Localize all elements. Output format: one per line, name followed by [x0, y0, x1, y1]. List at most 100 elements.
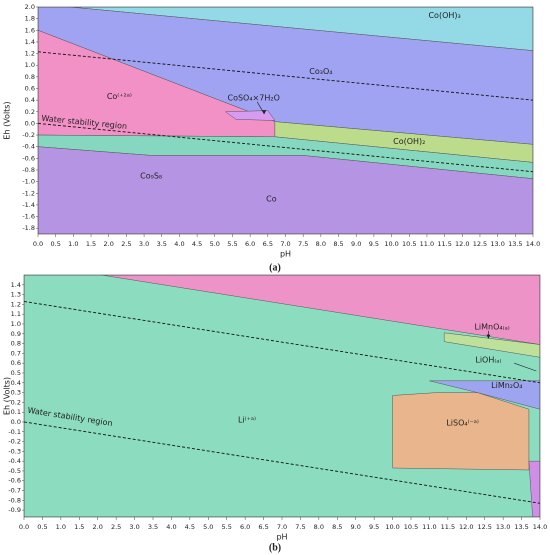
- x-tick-label: 2.5: [111, 523, 121, 531]
- region: [274, 121, 533, 163]
- x-tick-label: 4.0: [166, 523, 176, 531]
- y-tick-label: -0.4: [22, 143, 35, 151]
- x-tick-label: 12.0: [455, 240, 469, 248]
- y-tick-label: -0.5: [8, 467, 21, 475]
- x-tick-label: 2.0: [104, 240, 114, 248]
- x-axis-label: pH: [276, 533, 287, 542]
- x-tick-label: 11.0: [420, 240, 434, 248]
- region-label: Co₃O₄: [309, 67, 332, 76]
- y-tick-label: 1.6: [25, 26, 35, 34]
- x-tick-label: 13.0: [496, 523, 510, 531]
- x-tick-label: 0.0: [33, 240, 43, 248]
- x-tick-label: 12.0: [459, 523, 473, 531]
- y-tick-label: -0.2: [22, 131, 35, 139]
- x-tick-label: 6.5: [263, 240, 273, 248]
- y-tick-label: 0.6: [11, 359, 21, 367]
- caption: (b): [269, 542, 281, 553]
- y-tick-label: -1.6: [22, 213, 35, 221]
- y-tick-label: -1.2: [22, 189, 35, 197]
- y-tick-label: -0.8: [22, 166, 35, 174]
- y-tick-label: 0.4: [11, 379, 21, 387]
- y-tick-label: 2.0: [25, 3, 35, 11]
- x-tick-label: 6.5: [258, 523, 268, 531]
- x-tick-label: 13.5: [508, 240, 522, 248]
- y-tick-label: 1.3: [11, 291, 21, 299]
- y-tick-label: 1.2: [11, 300, 21, 308]
- plot: [24, 275, 540, 517]
- region: [224, 110, 276, 121]
- y-tick-label: 1.0: [25, 61, 35, 69]
- y-tick-label: -0.1: [8, 428, 21, 436]
- region-label: Co(OH)₃: [428, 11, 460, 20]
- arrow-head: [262, 110, 267, 115]
- x-tick-label: 1.5: [86, 240, 96, 248]
- y-tick-label: 0.6: [25, 84, 35, 92]
- x-tick-label: 3.0: [139, 240, 149, 248]
- arrow: [256, 101, 265, 115]
- y-axis-label: Eh (Volts): [3, 377, 12, 415]
- x-tick-label: 5.5: [227, 240, 237, 248]
- y-tick-label: -0.8: [8, 496, 21, 504]
- region-label: Co: [266, 195, 277, 204]
- region: [392, 392, 530, 471]
- y-tick-label: 0.3: [11, 389, 21, 397]
- x-tick-label: 12.5: [473, 240, 487, 248]
- y-tick-label: -1.0: [22, 178, 35, 186]
- x-tick-label: 12.5: [477, 523, 491, 531]
- y-tick-label: 0.2: [11, 398, 21, 406]
- y-tick-label: 1.4: [11, 281, 21, 289]
- x-tick-label: 6.0: [240, 523, 250, 531]
- water-line: [37, 122, 534, 173]
- region-label: Co⁽⁺²ᵃ⁾: [107, 92, 132, 101]
- y-tick-label: -0.6: [8, 477, 21, 485]
- x-tick-label: 7.5: [298, 240, 308, 248]
- x-tick-label: 10.5: [402, 240, 416, 248]
- region: [429, 380, 540, 410]
- x-tick-label: 1.5: [74, 523, 84, 531]
- y-tick-label: 1.4: [25, 38, 35, 46]
- y-tick-label: 1.8: [25, 15, 35, 23]
- y-tick-label: -1.4: [22, 201, 35, 209]
- x-tick-label: 9.5: [369, 240, 379, 248]
- x-tick-label: 0.5: [51, 240, 61, 248]
- x-tick-label: 5.0: [203, 523, 213, 531]
- region: [528, 460, 540, 517]
- y-tick-label: 1.1: [11, 310, 21, 318]
- caption: (a): [269, 262, 281, 273]
- y-tick-label: 0.1: [11, 408, 21, 416]
- x-tick-label: 7.0: [277, 523, 287, 531]
- y-tick-label: 0.0: [25, 119, 35, 127]
- x-tick-label: 8.0: [316, 240, 326, 248]
- y-tick-label: 0.4: [25, 96, 35, 104]
- x-tick-label: 14.0: [526, 240, 540, 248]
- x-tick-label: 5.5: [222, 523, 232, 531]
- region: [443, 332, 540, 358]
- x-tick-label: 10.0: [384, 240, 398, 248]
- y-tick-label: -0.9: [8, 506, 21, 514]
- x-tick-label: 14.0: [533, 523, 547, 531]
- x-tick-label: 5.0: [210, 240, 220, 248]
- region-label: Co₉S₈: [140, 171, 162, 180]
- x-tick-label: 9.0: [351, 240, 361, 248]
- x-tick-label: 9.0: [351, 523, 361, 531]
- x-tick-label: 9.5: [369, 523, 379, 531]
- y-tick-label: -0.4: [8, 457, 21, 465]
- y-tick-label: 0.9: [11, 330, 21, 338]
- y-tick-label: 0.8: [25, 73, 35, 81]
- x-tick-label: 6.0: [245, 240, 255, 248]
- x-tick-label: 8.5: [333, 240, 343, 248]
- x-tick-label: 13.0: [490, 240, 504, 248]
- x-tick-label: 11.0: [422, 523, 436, 531]
- x-tick-label: 0.5: [37, 523, 47, 531]
- region-label: CoSO₄×7H₂O: [227, 93, 279, 102]
- arrow-head: [486, 334, 491, 339]
- y-tick-label: 0.2: [25, 108, 35, 116]
- region-label: LiSO₄⁽⁻ᵃ⁾: [446, 418, 479, 427]
- x-tick-label: 10.0: [385, 523, 399, 531]
- region-label: Co(OH)₂: [393, 137, 425, 146]
- x-tick-label: 11.5: [441, 523, 455, 531]
- water-line: [37, 51, 534, 101]
- x-tick-label: 3.5: [157, 240, 167, 248]
